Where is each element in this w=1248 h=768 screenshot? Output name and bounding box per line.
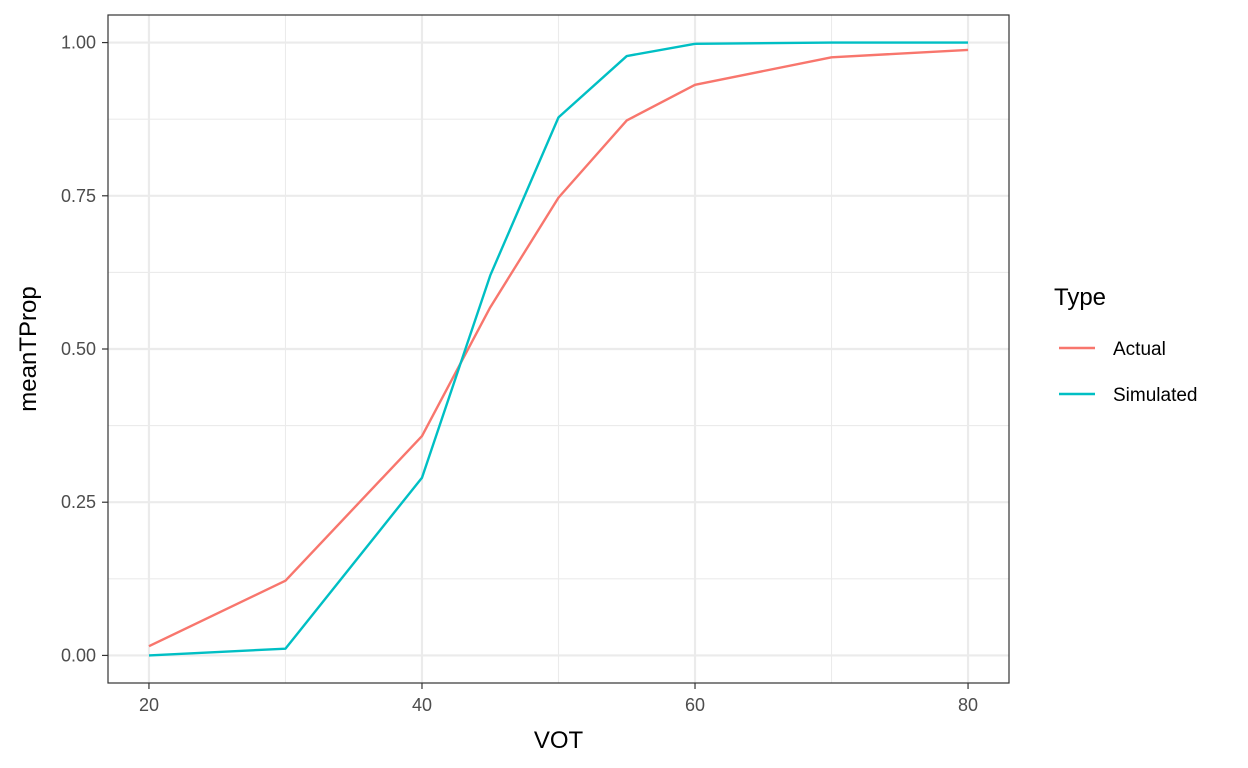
major-gridlines xyxy=(108,15,1009,683)
legend-label-actual: Actual xyxy=(1113,339,1166,360)
series-line-simulated xyxy=(148,41,969,657)
y-tick-label: 0.25 xyxy=(61,492,96,512)
y-axis-ticks: 0.00 0.25 0.50 0.75 1.00 xyxy=(61,33,108,665)
y-tick-label: 0.00 xyxy=(61,645,96,665)
y-tick-label: 0.50 xyxy=(61,339,96,359)
legend-label-simulated: Simulated xyxy=(1113,385,1198,406)
x-tick-label: 40 xyxy=(412,695,432,715)
x-tick-label: 60 xyxy=(685,695,705,715)
x-axis-title: VOT xyxy=(534,727,584,754)
y-axis-title: meanTProp xyxy=(15,286,42,411)
legend-title: Type xyxy=(1054,284,1106,311)
x-axis-ticks: 20 40 60 80 xyxy=(139,683,978,715)
y-tick-label: 0.75 xyxy=(61,186,96,206)
series-line-actual xyxy=(148,48,969,648)
series-lines xyxy=(148,41,969,657)
x-tick-label: 20 xyxy=(139,695,159,715)
y-tick-label: 1.00 xyxy=(61,33,96,53)
x-tick-label: 80 xyxy=(958,695,978,715)
legend: Type Actual Simulated xyxy=(1054,284,1198,406)
